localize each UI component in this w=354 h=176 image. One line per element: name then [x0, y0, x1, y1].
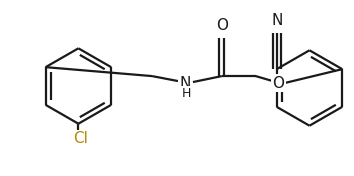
Text: N: N [179, 76, 191, 90]
Text: H: H [181, 87, 191, 100]
Text: O: O [273, 76, 285, 90]
Text: O: O [216, 18, 228, 33]
Text: Cl: Cl [73, 131, 88, 146]
Text: N: N [271, 14, 282, 29]
